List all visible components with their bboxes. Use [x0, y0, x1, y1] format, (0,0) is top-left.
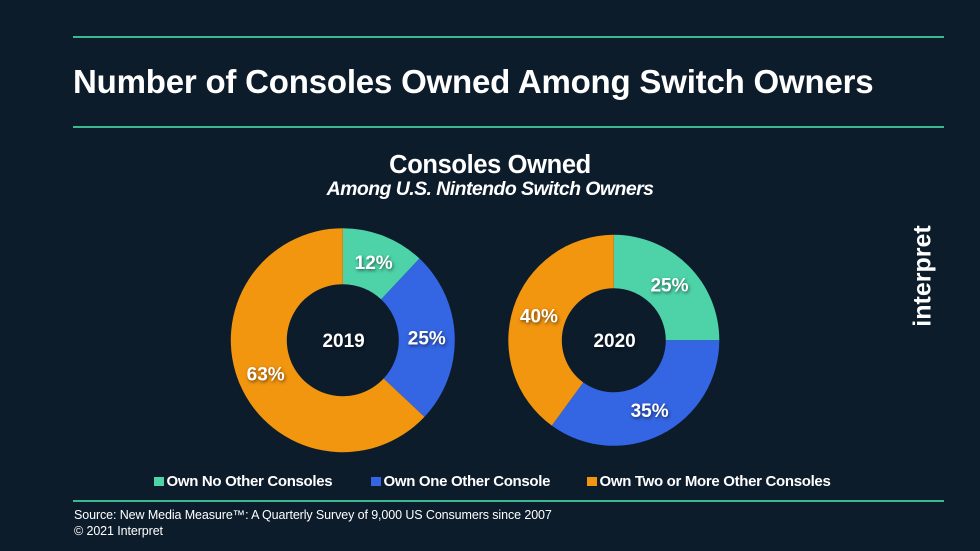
- svg-text:40%: 40%: [520, 307, 558, 328]
- svg-text:2019: 2019: [322, 331, 364, 352]
- svg-text:2020: 2020: [593, 331, 635, 352]
- svg-text:63%: 63%: [247, 364, 285, 385]
- svg-text:35%: 35%: [631, 401, 669, 422]
- svg-text:25%: 25%: [408, 328, 446, 349]
- svg-text:12%: 12%: [355, 253, 393, 274]
- svg-text:25%: 25%: [650, 275, 688, 296]
